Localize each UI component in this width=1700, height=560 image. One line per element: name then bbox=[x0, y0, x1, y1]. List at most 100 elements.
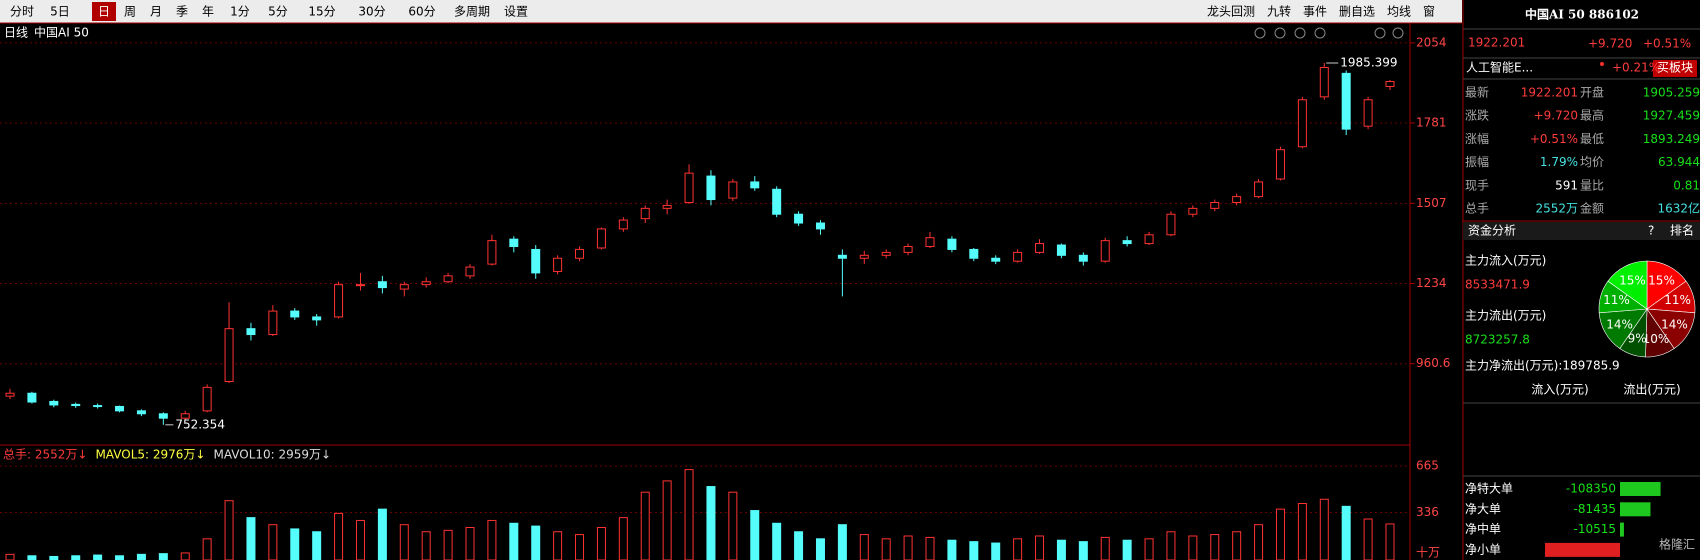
candle-body bbox=[1297, 99, 1307, 148]
field-value: 63.944 bbox=[1658, 155, 1700, 169]
volume-bar bbox=[991, 542, 1001, 560]
toolbar-tab[interactable]: 月 bbox=[150, 5, 162, 19]
dot bbox=[1600, 62, 1604, 66]
toolbar-tab[interactable]: 年 bbox=[202, 5, 214, 19]
zoom-in[interactable] bbox=[1374, 27, 1386, 39]
volume-bar bbox=[268, 524, 278, 560]
candle-body bbox=[881, 251, 891, 256]
chart-tools bbox=[1254, 27, 1404, 39]
y-tick-label: 665 bbox=[1416, 459, 1439, 473]
field-label: 涨跌 bbox=[1465, 108, 1489, 123]
rank-button[interactable]: 排名 bbox=[1670, 223, 1694, 238]
toolbar-tab[interactable]: 15分 bbox=[308, 5, 335, 19]
toolbar-tab[interactable]: 60分 bbox=[408, 5, 435, 19]
volume-bar bbox=[290, 528, 300, 560]
candle-body bbox=[575, 248, 585, 259]
candle-body bbox=[487, 240, 497, 265]
candle-body bbox=[246, 328, 256, 336]
chart-title: 中国AI 50 bbox=[34, 25, 89, 40]
toolbar bbox=[0, 0, 1462, 23]
toolbar-tab[interactable]: 30分 bbox=[358, 5, 385, 19]
volume-bar bbox=[837, 524, 847, 560]
toolbar-button[interactable]: 删自选 bbox=[1339, 5, 1375, 19]
section-title: 资金分析 bbox=[1468, 223, 1516, 238]
zoom-out[interactable] bbox=[1392, 27, 1404, 39]
volume-bar bbox=[1056, 539, 1066, 560]
candle-body bbox=[662, 204, 672, 209]
volume-bar bbox=[136, 553, 146, 560]
volume-bar bbox=[531, 525, 541, 560]
candle-body bbox=[1100, 240, 1110, 262]
volume-bar bbox=[1035, 535, 1045, 560]
volume-bar bbox=[728, 491, 738, 560]
sector-button-label: 买板块 bbox=[1657, 61, 1693, 75]
flow-value: -108350 bbox=[1566, 482, 1616, 496]
y-tick-label: 1781 bbox=[1416, 115, 1447, 129]
sector-pct: +0.21% bbox=[1612, 61, 1660, 75]
volume-bar bbox=[246, 517, 256, 560]
volume-bar bbox=[553, 531, 563, 560]
candle-body bbox=[334, 284, 344, 318]
volume-bar bbox=[925, 536, 935, 560]
field-value: 0.81 bbox=[1673, 178, 1700, 192]
toolbar-tab[interactable]: 日 bbox=[98, 5, 110, 19]
sector-button[interactable] bbox=[1653, 60, 1697, 77]
toolbar-tab[interactable]: 多周期 bbox=[454, 5, 490, 19]
field-value: 1632亿 bbox=[1657, 201, 1700, 216]
volume-bar bbox=[27, 555, 37, 560]
candle-body bbox=[531, 248, 541, 274]
candle-body bbox=[772, 188, 782, 215]
volume-bar bbox=[355, 519, 365, 560]
candle-body bbox=[596, 228, 606, 249]
field-label: 总手 bbox=[1465, 202, 1489, 216]
volume-bar bbox=[596, 527, 606, 560]
tool-icon[interactable] bbox=[1254, 27, 1266, 39]
tool-icon[interactable] bbox=[1314, 27, 1326, 39]
field-label: 振幅 bbox=[1465, 154, 1489, 169]
volume-bar bbox=[1297, 503, 1307, 560]
candle-body bbox=[1319, 67, 1329, 98]
candle-body bbox=[509, 238, 519, 248]
volume-bar bbox=[706, 486, 716, 560]
toolbar-tab[interactable]: 分时 bbox=[10, 5, 34, 19]
toolbar-tab[interactable]: 5日 bbox=[50, 5, 70, 19]
candle-body bbox=[553, 257, 563, 272]
candle-body bbox=[969, 248, 979, 259]
candle-body bbox=[1232, 196, 1242, 203]
field-value: 1.79% bbox=[1540, 155, 1578, 169]
toolbar-button[interactable]: 龙头回测 bbox=[1207, 5, 1255, 19]
section-header bbox=[1463, 222, 1700, 240]
candle-body bbox=[71, 403, 81, 407]
toolbar-button[interactable]: 均线 bbox=[1387, 5, 1411, 19]
volume-bar bbox=[1275, 508, 1285, 560]
toolbar-tab[interactable]: 1分 bbox=[230, 5, 250, 19]
toolbar-button[interactable]: 九转 bbox=[1267, 4, 1291, 19]
volume-bar bbox=[794, 531, 804, 560]
candle-body bbox=[1275, 149, 1285, 180]
volume-bar bbox=[49, 555, 59, 560]
column-header: 流入(万元) bbox=[1531, 383, 1588, 397]
tool-icon[interactable] bbox=[1274, 27, 1286, 39]
candle-body bbox=[706, 175, 716, 201]
help-button[interactable]: ? bbox=[1648, 224, 1654, 238]
toolbar-button[interactable]: 窗 bbox=[1423, 5, 1435, 19]
candle-body bbox=[991, 257, 1001, 262]
pie-label: 14% bbox=[1606, 317, 1633, 331]
candle-body bbox=[224, 328, 234, 382]
candle-body bbox=[180, 413, 190, 419]
toolbar-tab[interactable]: 周 bbox=[124, 5, 136, 19]
volume-bar bbox=[115, 555, 125, 560]
toolbar-button[interactable]: 事件 bbox=[1303, 5, 1327, 19]
column-header: 流出(万元) bbox=[1623, 383, 1680, 397]
volume-bar bbox=[93, 554, 103, 560]
volume-bar bbox=[1078, 541, 1088, 560]
low-label: 752.354 bbox=[175, 417, 225, 431]
volume-bar bbox=[969, 541, 979, 560]
toolbar-tab[interactable]: 5分 bbox=[268, 5, 288, 19]
tool-icon[interactable] bbox=[1294, 27, 1306, 39]
toolbar-tab[interactable]: 季 bbox=[176, 5, 188, 19]
price-change: +9.720 bbox=[1588, 37, 1632, 51]
candle-body bbox=[443, 275, 453, 283]
toolbar-tab[interactable]: 设置 bbox=[504, 5, 528, 19]
pie-label: 10% bbox=[1643, 332, 1670, 346]
